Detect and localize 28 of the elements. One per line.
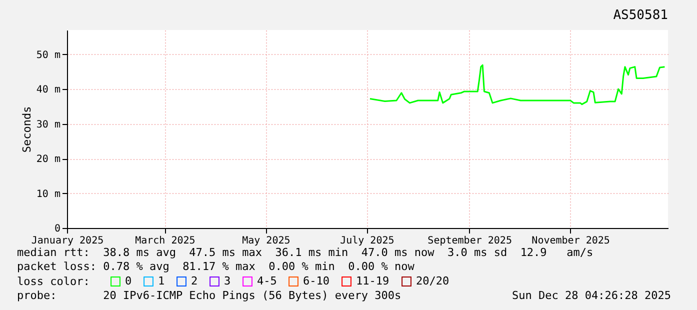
x-tick-label: January 2025 <box>31 236 104 246</box>
legend-label: 0 <box>125 274 132 288</box>
y-tick-label: 0 <box>54 224 60 234</box>
x-tick-label: March 2025 <box>135 236 196 246</box>
x-tick-label: July 2025 <box>340 236 394 246</box>
y-tick-label: 20 m <box>36 154 60 166</box>
y-tick-label: 50 m <box>36 50 60 61</box>
y-axis-title: Seconds <box>20 106 34 153</box>
y-tick-label: 10 m <box>36 188 60 200</box>
x-tick-label: May 2025 <box>242 236 290 246</box>
legend-label: 3 <box>224 274 231 288</box>
legend-label: 20/20 <box>416 274 450 288</box>
text: probe: 20 IPv6-ICMP Echo Pings (56 Bytes) every 300s <box>17 289 402 302</box>
legend-label: 1 <box>158 274 165 288</box>
legend-label: 11-19 <box>356 274 390 288</box>
line-series <box>369 64 666 106</box>
y-tick-label: 30 m <box>36 119 60 130</box>
x-tick-label: September 2025 <box>428 236 512 246</box>
x-tick-label: November 2025 <box>532 236 610 246</box>
legend-title: loss color: <box>17 275 90 288</box>
text: Sun Dec 28 04:26:28 2025 <box>512 289 671 302</box>
text: packet loss: 0.78 % avg 81.17 % max 0.00 % min 0.00 % now <box>17 260 414 273</box>
legend-label: 2 <box>191 274 198 288</box>
chart-title: AS50581 <box>613 8 668 23</box>
text: median rtt: 38.8 ms avg 47.5 ms max 36.1 ms min 47.0 ms now 3.0 ms sd 12.9 am/s <box>17 246 594 259</box>
legend-label: 6-10 <box>303 274 330 288</box>
legend-label: 4-5 <box>257 274 277 288</box>
y-tick-label: 40 m <box>36 84 60 96</box>
